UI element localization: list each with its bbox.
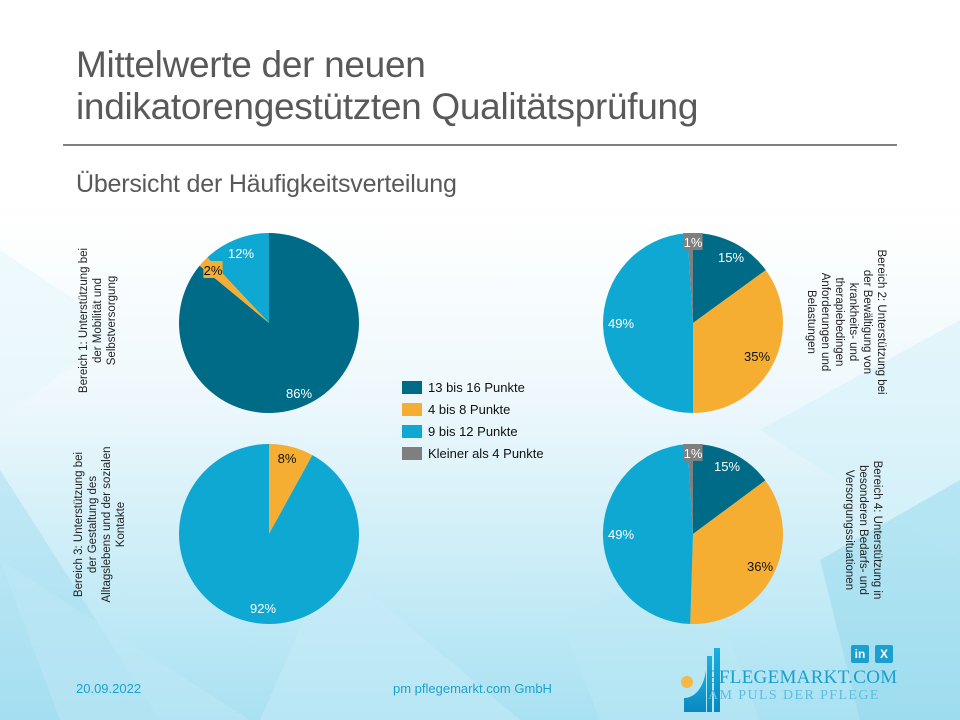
pie-slice	[693, 270, 783, 413]
title-line-1: Mittelwerte der neuen	[76, 44, 426, 85]
legend-item: 9 bis 12 Punkte	[402, 420, 544, 442]
legend-label: 9 bis 12 Punkte	[428, 423, 518, 439]
legend-item: 4 bis 8 Punkte	[402, 398, 544, 420]
legend-swatch	[402, 380, 422, 394]
data-label: 15%	[718, 250, 744, 265]
pie-slice	[269, 444, 313, 534]
page-subtitle: Übersicht der Häufigkeitsverteilung	[76, 170, 457, 198]
data-label: 8%	[278, 451, 297, 466]
data-label-background	[683, 444, 703, 461]
linkedin-icon[interactable]: in	[851, 645, 869, 663]
pie-slice	[687, 443, 693, 534]
footer-date: 20.09.2022	[76, 681, 142, 696]
pie-slice	[178, 233, 359, 413]
legend-item: 13 bis 16 Punkte	[402, 376, 544, 398]
data-label: 12%	[228, 246, 254, 261]
pie-slice	[690, 480, 783, 625]
pie-slice	[693, 233, 766, 323]
data-label: 35%	[744, 349, 770, 364]
title-line-2: indikatorengestützten Qualitätsprüfung	[76, 86, 699, 127]
pie-slice	[602, 444, 693, 624]
legend-swatch	[402, 402, 422, 416]
footer-company: pm pflegemarkt.com GmbH	[393, 681, 552, 696]
data-label: 1%	[684, 235, 703, 250]
data-label: 15%	[714, 459, 740, 474]
data-label: 36%	[747, 559, 773, 574]
pie-slice	[687, 233, 693, 323]
xing-icon[interactable]: X	[875, 645, 893, 663]
page-title: Mittelwerte der neuen indikatorengestütz…	[76, 44, 896, 128]
title-divider	[63, 144, 897, 146]
legend-label: 4 bis 8 Punkte	[428, 401, 511, 417]
legend-item: Kleiner als 4 Punkte	[402, 442, 544, 464]
pie-slice	[207, 232, 269, 323]
data-label-background	[683, 233, 703, 250]
data-label: 2%	[204, 263, 223, 278]
pie-slice	[179, 444, 360, 624]
data-label: 49%	[608, 527, 634, 542]
legend-swatch	[402, 446, 422, 460]
chart-legend: 13 bis 16 Punkte 4 bis 8 Punkte 9 bis 12…	[402, 376, 544, 464]
logo-name: PFLEGEMARKT.COM	[708, 667, 898, 688]
pie-slice	[603, 233, 693, 413]
data-label: 49%	[608, 316, 634, 331]
data-label-background	[203, 261, 223, 278]
legend-swatch	[402, 424, 422, 438]
data-label: 86%	[286, 386, 312, 401]
legend-label: 13 bis 16 Punkte	[428, 379, 525, 395]
pflegemarkt-logo-icon	[681, 648, 720, 712]
legend-label: Kleiner als 4 Punkte	[428, 445, 544, 461]
data-label: 92%	[250, 601, 276, 616]
data-label: 1%	[684, 446, 703, 461]
logo-tagline: AM PULS DER PFLEGE	[708, 688, 880, 703]
pie-slice	[693, 444, 766, 534]
